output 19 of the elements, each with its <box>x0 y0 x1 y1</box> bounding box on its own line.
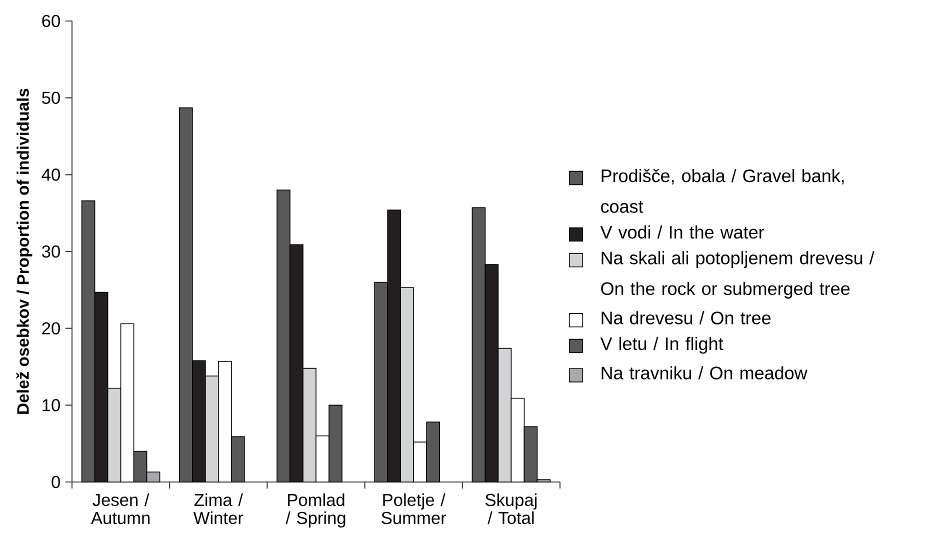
y-tick-label: 20 <box>42 322 60 334</box>
legend-label: Na drevesu / On tree <box>602 311 771 324</box>
y-axis-title: Delež osebkov / Proportion of individuals <box>16 88 32 414</box>
y-tick-label: 40 <box>42 168 60 181</box>
x-tick-label: Poletje / Summer <box>382 493 446 524</box>
x-tick-label: Zima / Winter <box>193 493 244 524</box>
x-tick-label: Pomlad / Spring <box>286 493 346 528</box>
legend-label: V vodi / In the water <box>600 225 764 239</box>
legend-label: Na travniku / On meadow <box>602 366 808 380</box>
legend-label: V letu / In flight <box>600 336 724 354</box>
x-tick-label: Jesen / Autumn <box>90 493 150 524</box>
x-tick-label: Skupaj / Total <box>486 493 537 524</box>
y-tick-label: 60 <box>42 14 60 28</box>
y-tick-label: 0 <box>52 476 60 488</box>
y-tick-label: 30 <box>42 245 60 258</box>
legend-label: Na skali ali potopljenem drevesu / On the rock or submerged tree <box>601 251 874 299</box>
y-tick-label: 50 <box>42 92 60 104</box>
legend-label: Prodišče, obala / Gravel bank, coast <box>601 168 844 213</box>
y-tick-label: 10 <box>42 399 60 412</box>
